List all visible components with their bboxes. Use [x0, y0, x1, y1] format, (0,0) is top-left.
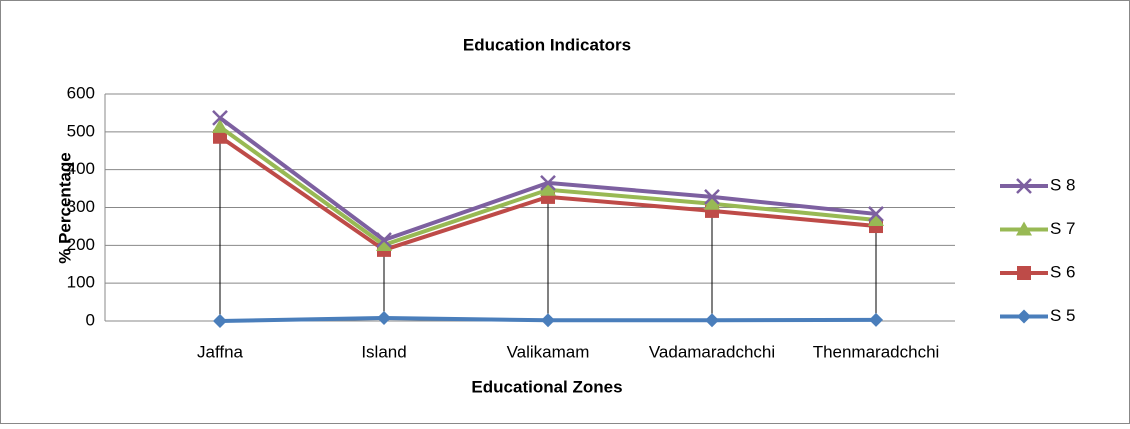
marker [540, 181, 556, 196]
y-tick-label: 400 [67, 159, 95, 178]
y-axis-label: % Percentage [55, 152, 74, 264]
x-tick-label: Vadamaradchchi [649, 342, 775, 361]
legend-entry: S 5 [1000, 306, 1076, 325]
legend-label: S 6 [1050, 262, 1076, 281]
y-tick-label: 600 [67, 83, 95, 102]
legend-marker [1016, 178, 1032, 194]
y-tick-label: 500 [67, 121, 95, 140]
marker [868, 211, 884, 226]
marker [376, 232, 392, 248]
marker [213, 129, 227, 144]
x-tick-label: Thenmaradchchi [813, 342, 940, 361]
marker [704, 195, 720, 210]
chart-title: Education Indicators [463, 35, 631, 54]
y-tick-label: 100 [67, 273, 95, 292]
x-tick-label: Valikamam [507, 342, 590, 361]
legend-label: S 7 [1050, 219, 1076, 238]
marker [868, 206, 884, 222]
marker [704, 189, 720, 205]
marker [212, 118, 228, 133]
y-tick-label: 300 [67, 197, 95, 216]
marker [377, 310, 391, 325]
legend-marker [1017, 309, 1031, 324]
marker [705, 313, 719, 328]
marker [212, 109, 228, 126]
marker [869, 312, 883, 327]
x-axis-label: Educational Zones [471, 377, 622, 396]
y-tick-label: 0 [86, 310, 95, 329]
marker [213, 314, 227, 328]
legend-label: S 8 [1050, 175, 1076, 194]
y-tick-label: 200 [67, 235, 95, 254]
marker [376, 236, 392, 251]
legend-entry: S 7 [1000, 219, 1076, 238]
x-tick-label: Island [361, 342, 406, 361]
marker [540, 175, 556, 191]
legend-marker [1016, 221, 1032, 236]
legend-entry: S 6 [1000, 262, 1076, 281]
legend-label: S 5 [1050, 306, 1076, 325]
marker [541, 313, 555, 328]
legend-entry: S 8 [1000, 175, 1076, 194]
legend-marker [1017, 266, 1031, 280]
x-tick-label: Jaffna [197, 342, 244, 361]
